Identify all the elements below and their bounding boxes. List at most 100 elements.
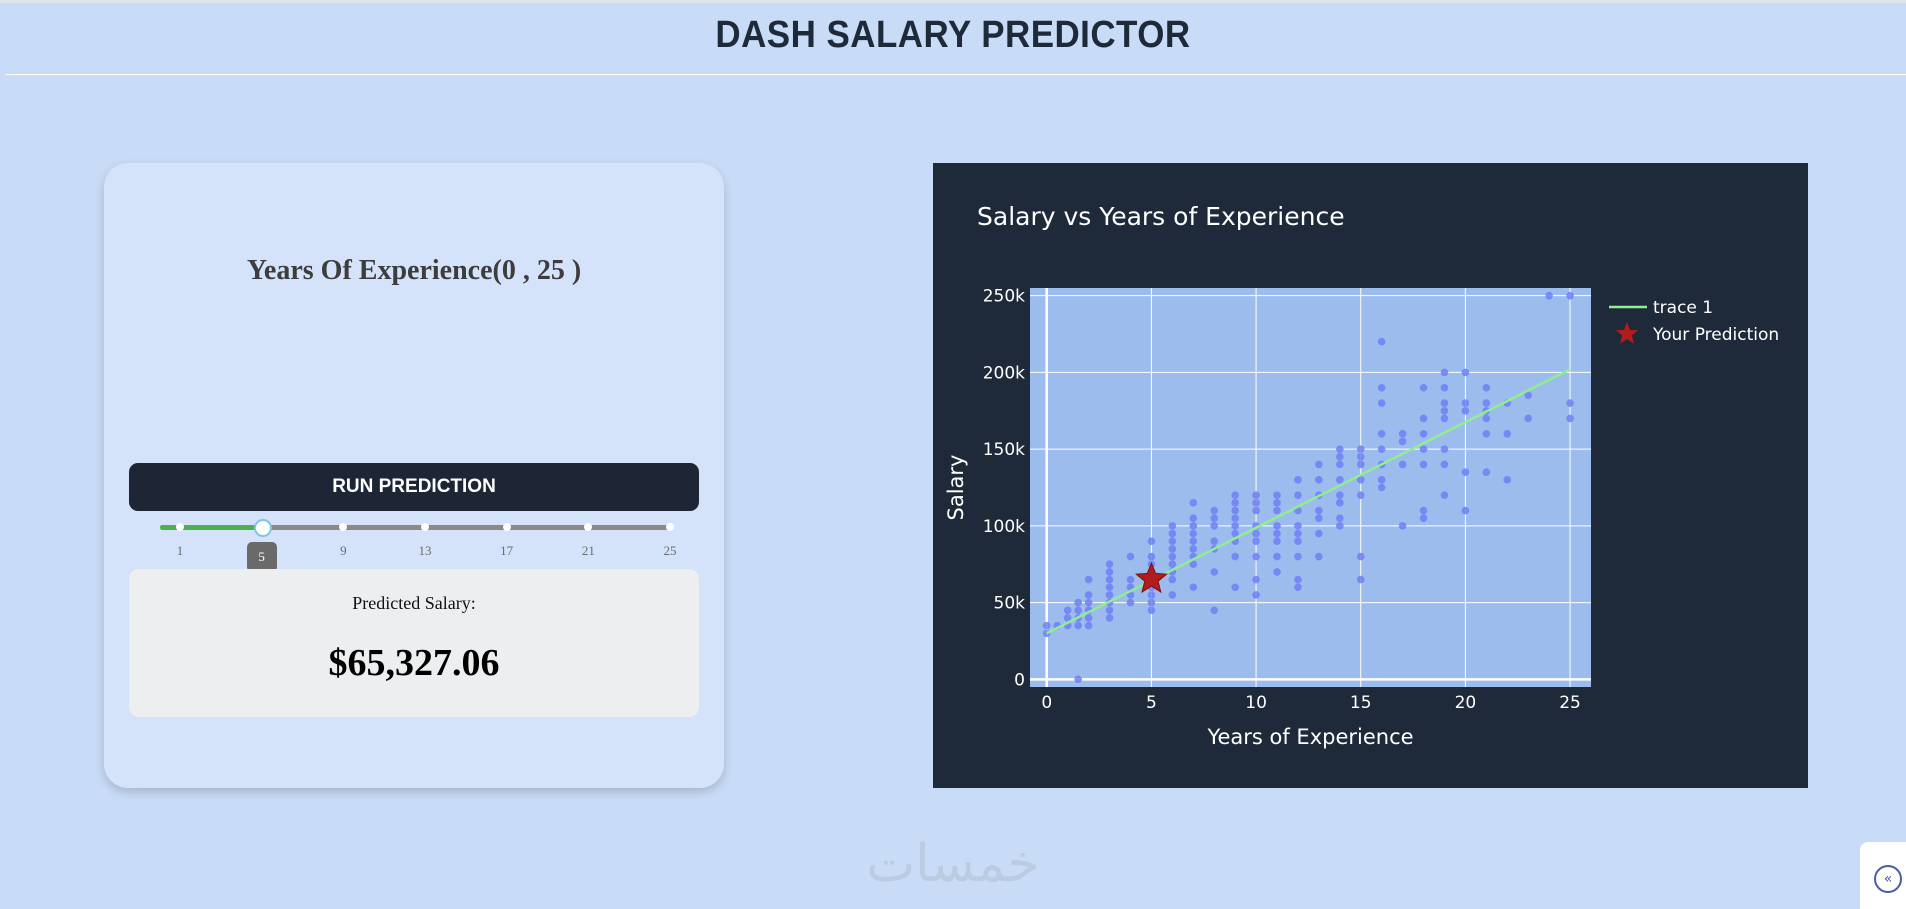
data-point [1168, 575, 1177, 584]
data-point [1210, 522, 1219, 530]
data-point [1419, 414, 1428, 423]
data-point [1147, 552, 1156, 561]
slider-mark-dot[interactable] [584, 523, 593, 531]
data-point [1147, 537, 1156, 546]
data-point [1189, 522, 1198, 530]
data-point [1126, 575, 1135, 584]
double-chevron-left-icon: « [1874, 865, 1902, 893]
data-point [1273, 529, 1281, 538]
data-point [1356, 575, 1365, 584]
data-point [1419, 506, 1428, 515]
data-point [1042, 621, 1051, 630]
data-point [1189, 537, 1198, 546]
data-point [1168, 522, 1177, 530]
data-point [1252, 499, 1260, 507]
data-point [1356, 460, 1365, 469]
data-point [1461, 399, 1470, 407]
data-point [1231, 552, 1239, 561]
data-point [1210, 514, 1219, 522]
y-axis-label: Salary [944, 455, 968, 521]
data-point [1377, 483, 1386, 492]
y-tick-label: 50k [994, 594, 1026, 614]
data-point [1315, 514, 1323, 522]
data-point [1377, 445, 1386, 453]
data-point [1377, 337, 1386, 346]
slider-mark-dot[interactable] [502, 523, 511, 531]
data-point [1105, 606, 1114, 615]
data-point [1566, 399, 1574, 407]
prediction-result-box: Predicted Salary: $65,327.06 [129, 569, 699, 717]
slider-handle[interactable] [253, 519, 272, 537]
data-point [1440, 414, 1449, 423]
data-point [1074, 606, 1082, 615]
data-point [1377, 399, 1386, 407]
data-point [1503, 429, 1512, 438]
experience-label: Years Of Experience(0 , 25 ) [246, 255, 582, 286]
run-prediction-button[interactable]: RUN PREDICTION [129, 463, 699, 511]
slider-mark-dot[interactable] [421, 523, 429, 531]
y-tick-label: 100k [983, 517, 1025, 537]
data-point [1482, 414, 1491, 423]
data-point [1419, 429, 1428, 438]
data-point [1336, 476, 1344, 484]
data-point [1336, 453, 1344, 461]
data-point [1231, 583, 1239, 592]
data-point [1482, 383, 1491, 392]
data-point [1461, 368, 1470, 377]
data-point [1294, 522, 1302, 530]
data-point [1273, 552, 1281, 561]
slider-mark-label: 25 [663, 543, 677, 558]
x-tick-label: 15 [1350, 693, 1372, 713]
data-point [1398, 460, 1407, 469]
data-point [1315, 529, 1323, 538]
x-tick-label: 5 [1146, 693, 1157, 713]
x-axis-label: Years of Experience [1206, 725, 1413, 749]
data-point [1273, 499, 1281, 507]
data-point [1210, 606, 1219, 615]
data-point [1252, 491, 1260, 499]
data-point [1419, 514, 1428, 522]
data-point [1294, 476, 1302, 484]
data-point [1482, 468, 1491, 476]
watermark-logo: خمسات [866, 834, 1040, 894]
slider-mark-dot[interactable] [176, 523, 184, 531]
plot-area [1030, 288, 1591, 687]
data-point [1440, 406, 1449, 415]
predicted-salary-value: $65,327.06 [328, 642, 500, 684]
data-point [1294, 583, 1302, 592]
data-point [1168, 537, 1177, 546]
slider-mark-label: 17 [500, 543, 514, 558]
data-point [1252, 529, 1260, 538]
legend-label-trace-1: trace 1 [1653, 298, 1713, 318]
data-point [1273, 491, 1281, 499]
slider-mark-label: 13 [418, 543, 432, 558]
data-point [1189, 560, 1198, 569]
experience-slider[interactable]: 1 9 13 17 21 25 5 [160, 363, 677, 572]
data-point [1398, 429, 1407, 438]
y-tick-label: 200k [983, 363, 1025, 383]
data-point [1336, 514, 1344, 522]
data-point [1168, 552, 1177, 561]
x-tick-label: 20 [1455, 693, 1477, 713]
data-point [1377, 476, 1386, 484]
data-point [1210, 506, 1219, 515]
slider-rail[interactable] [160, 525, 670, 530]
data-point [1356, 453, 1365, 461]
slider-mark-dot[interactable] [339, 523, 348, 531]
data-point [1168, 529, 1177, 538]
data-point [1210, 537, 1219, 546]
data-point [1419, 383, 1428, 392]
data-point [1315, 476, 1323, 484]
data-point [1524, 414, 1533, 423]
slider-fill [160, 525, 262, 530]
data-point [1252, 575, 1260, 584]
data-point [1063, 606, 1072, 615]
data-point [1084, 621, 1093, 630]
data-point [1189, 545, 1198, 553]
data-point [1545, 291, 1553, 300]
regression-line [1046, 368, 1571, 635]
slider-mark-dot[interactable] [666, 523, 674, 531]
data-point [1336, 445, 1344, 453]
data-point [1440, 368, 1449, 377]
collapse-sidebar-button[interactable]: « [1860, 842, 1906, 909]
